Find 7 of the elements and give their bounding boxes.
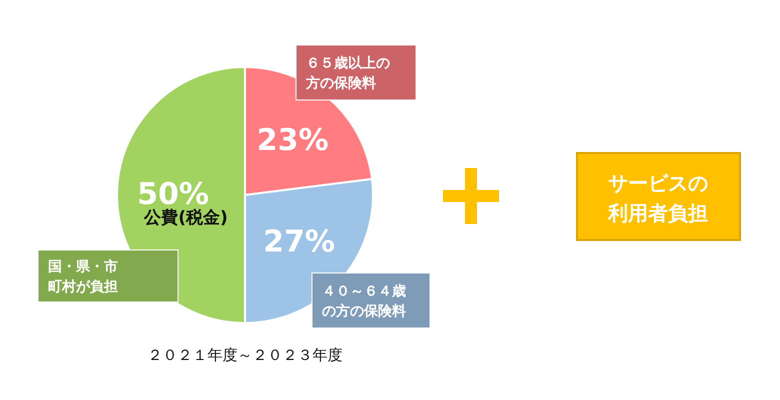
text: ２０２１年度～２０２３年度 (148, 346, 342, 364)
slice-label: ６５歳以上の方の保険料 (305, 56, 390, 92)
data-label: 27% (263, 224, 335, 260)
slice-label: ４０～６４歳の方の保険料 (322, 284, 406, 320)
slice-label: 国・県・市町村が負担 (48, 258, 118, 295)
text: サービスの利用者負担 (607, 171, 708, 225)
data-label: 23% (256, 122, 329, 158)
